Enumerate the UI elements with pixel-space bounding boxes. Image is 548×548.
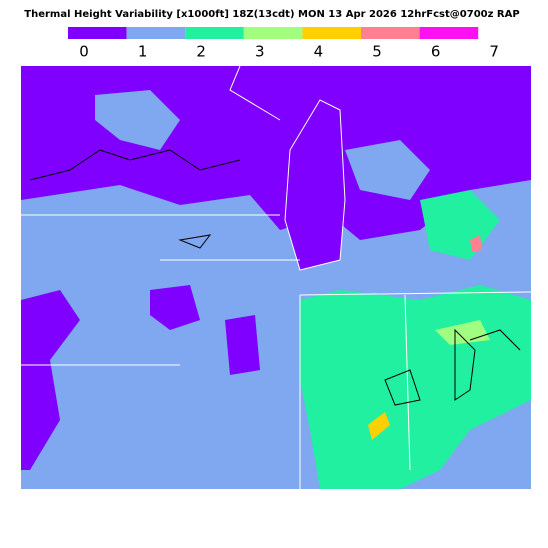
legend-label: 7 — [489, 43, 499, 61]
title: Thermal Height Variability [x1000ft] 18Z… — [24, 9, 519, 20]
field-4 — [368, 412, 390, 440]
legend-swatch — [68, 27, 127, 39]
legend-swatch — [302, 27, 361, 39]
field-0 — [225, 315, 260, 375]
legend-label: 4 — [314, 43, 324, 61]
state-border — [21, 65, 532, 489]
contour — [29, 149, 521, 406]
field-0 — [150, 285, 200, 330]
legend-swatch — [126, 27, 186, 39]
legend-label: 1 — [138, 43, 148, 61]
legend-label: 2 — [196, 43, 206, 61]
legend: 0 1 2 3 4 5 6 7 — [68, 27, 499, 61]
legend-label: 3 — [255, 43, 265, 61]
field-5 — [470, 235, 482, 252]
field-1 — [95, 90, 180, 150]
field-1 — [345, 140, 430, 200]
legend-label: 6 — [431, 43, 441, 61]
field-3 — [435, 320, 490, 345]
legend-label: 5 — [372, 43, 382, 61]
legend-swatch — [419, 27, 479, 39]
map — [21, 65, 532, 489]
legend-swatch — [361, 27, 420, 39]
legend-label: 0 — [79, 43, 89, 61]
lake — [284, 99, 346, 271]
field-0 — [21, 290, 80, 470]
legend-swatch — [243, 27, 303, 39]
legend-swatch — [185, 27, 244, 39]
